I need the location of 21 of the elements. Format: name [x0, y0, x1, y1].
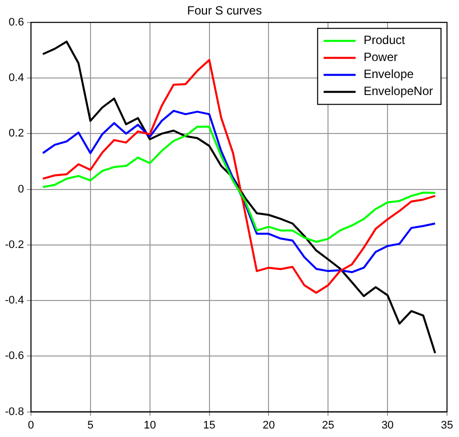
x-tick-label: 20	[262, 419, 275, 432]
x-tick-label: 30	[381, 419, 394, 432]
x-tick-label: 35	[440, 419, 454, 432]
legend-label: Product	[364, 33, 406, 48]
y-tick-label: -0.2	[4, 238, 24, 251]
y-tick-label: 0.2	[8, 128, 24, 140]
y-tick-label: 0.6	[8, 16, 24, 28]
y-tick-label: -0.8	[4, 406, 24, 418]
legend-label: Power	[364, 50, 398, 64]
x-tick-label: 0	[28, 419, 34, 432]
legend-label: Envelope	[364, 67, 414, 82]
y-tick-label: -0.6	[4, 350, 24, 362]
x-tick-label: 10	[144, 419, 156, 432]
y-tick-label: -0.4	[4, 294, 24, 307]
x-tick-label: 5	[87, 419, 94, 432]
x-tick-label: 25	[322, 419, 334, 432]
y-tick-label: 0	[18, 183, 24, 196]
legend-label: EnvelopeNor	[364, 84, 434, 98]
chart-title: Four S curves	[187, 4, 262, 18]
y-tick-label: 0.4	[8, 72, 24, 84]
x-tick-label: 15	[203, 419, 216, 432]
